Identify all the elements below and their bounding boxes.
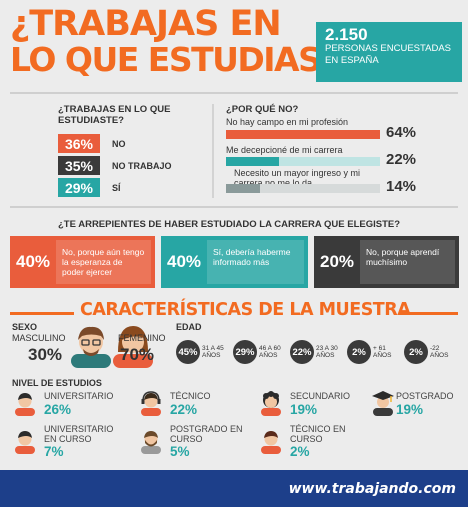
vertical-divider xyxy=(212,104,214,198)
q-divider xyxy=(10,206,458,208)
female-avatar-icon xyxy=(110,322,156,368)
age-group-1: 45% 31 A 45 AÑOS xyxy=(176,340,226,364)
female-label: FEMENINO xyxy=(118,333,166,343)
q3-box-3: 20% No, porque aprendí muchísimo xyxy=(314,236,459,288)
age-heading: EDAD xyxy=(176,322,202,332)
footer-url-link[interactable]: www.trabajando.com xyxy=(288,481,456,497)
student-in-progress-icon xyxy=(12,428,38,459)
age-pct-3: 22% xyxy=(290,340,314,364)
age-label-1: 31 A 45 AÑOS xyxy=(202,345,224,359)
q1-row-si: 29% SÍ xyxy=(58,178,208,197)
male-label: MASCULINO xyxy=(12,333,66,343)
q1-pct-no-trabajo: 35% xyxy=(58,156,100,175)
q1-title: ¿TRABAJAS EN LO QUE ESTUDIASTE? xyxy=(58,104,171,126)
respondents-count: 2.150 xyxy=(325,25,368,44)
sample-title: CARACTERÍSTICAS DE LA MUESTRA xyxy=(80,300,411,320)
age-pct-2: 29% xyxy=(233,340,257,364)
q3-text-2: Sí, debería haberme informado más xyxy=(207,240,304,284)
age-label-2: 46 A 60 AÑOS xyxy=(259,345,281,359)
q3-text-1: No, porque aún tengo la esperanza de pod… xyxy=(56,240,151,284)
edu-name-3: SECUNDARIO xyxy=(290,391,351,401)
edu-pct-6: 5% xyxy=(170,444,190,459)
q2-bar-3 xyxy=(226,184,380,193)
edu-name-7: TÉCNICO EN CURSO xyxy=(290,424,346,444)
edu-pct-5: 7% xyxy=(44,444,64,459)
edu-name-2: TÉCNICO xyxy=(170,391,211,401)
age-label-5: -22 AÑOS xyxy=(430,345,449,359)
title-line-2: LO QUE ESTUDIASTE? xyxy=(10,40,382,79)
section-line-left xyxy=(10,312,74,315)
respondents-box: 2.150 PERSONAS ENCUESTADAS EN ESPAÑA xyxy=(316,22,462,82)
q3-box-1: 40% No, porque aún tengo la esperanza de… xyxy=(10,236,155,288)
section-line-right xyxy=(400,312,458,315)
header-divider xyxy=(10,92,458,94)
graduate-cap-icon xyxy=(370,390,396,421)
bearded-student-icon xyxy=(138,428,164,459)
edu-pct-1: 26% xyxy=(44,402,72,417)
headset-technician-icon xyxy=(138,390,164,421)
q3-box-2: 40% Sí, debería haberme informado más xyxy=(161,236,308,288)
age-group-5: 2% -22 AÑOS xyxy=(404,340,454,364)
q2-pct-2: 22% xyxy=(386,151,417,168)
edu-pct-2: 22% xyxy=(170,402,198,417)
footer-bar xyxy=(0,470,468,507)
q1-pct-no: 36% xyxy=(58,134,100,153)
edu-name-6: POSTGRADO EN CURSO xyxy=(170,424,243,444)
q2-label-3: Necesito un mayor ingreso y mi carrera n… xyxy=(234,168,361,188)
age-group-3: 22% 23 A 30 AÑOS xyxy=(290,340,340,364)
q3-title: ¿TE ARREPIENTES DE HABER ESTUDIADO LA CA… xyxy=(58,219,401,230)
q1-row-no: 36% NO xyxy=(58,134,208,153)
technician-in-progress-icon xyxy=(258,428,284,459)
q2-pct-1: 64% xyxy=(386,124,417,141)
q3-pct-1: 40% xyxy=(15,252,51,271)
q2-bar-3-fill xyxy=(226,184,260,193)
edu-pct-3: 19% xyxy=(290,402,318,417)
q2-bar-1-fill xyxy=(226,130,380,139)
edu-pct-4: 19% xyxy=(396,402,424,417)
q2-label-2: Me decepcioné de mi carrera xyxy=(226,145,343,155)
q2-bar-2 xyxy=(226,157,380,166)
sex-heading: SEXO xyxy=(12,322,38,332)
q2-bar-1 xyxy=(226,130,380,139)
q1-row-no-trabajo: 35% NO TRABAJO xyxy=(58,156,208,175)
education-heading: NIVEL DE ESTUDIOS xyxy=(12,378,102,388)
female-pct: 70% xyxy=(120,345,155,364)
edu-pct-7: 2% xyxy=(290,444,310,459)
age-group-4: 2% + 61 AÑOS xyxy=(347,340,397,364)
q2-bar-2-fill xyxy=(226,157,279,166)
q3-text-3: No, porque aprendí muchísimo xyxy=(360,240,455,284)
q2-title: ¿POR QUÉ NO? xyxy=(226,104,299,115)
edu-name-4: POSTGRADO xyxy=(396,391,454,401)
age-pct-5: 2% xyxy=(404,340,428,364)
q2-pct-3: 14% xyxy=(386,178,417,195)
male-pct: 30% xyxy=(28,345,63,364)
age-label-4: + 61 AÑOS xyxy=(373,345,392,359)
q3-pct-2: 40% xyxy=(166,252,202,271)
age-pct-1: 45% xyxy=(176,340,200,364)
q1-pct-si: 29% xyxy=(58,178,100,197)
title-line-1: ¿TRABAJAS EN xyxy=(10,4,282,44)
age-pct-4: 2% xyxy=(347,340,371,364)
male-avatar-icon xyxy=(68,322,114,368)
curly-hair-student-icon xyxy=(258,390,284,421)
respondents-text: PERSONAS ENCUESTADAS EN ESPAÑA xyxy=(325,43,451,66)
student-icon xyxy=(12,390,38,421)
q3-pct-3: 20% xyxy=(319,252,355,271)
age-label-3: 23 A 30 AÑOS xyxy=(316,345,338,359)
main-title: ¿TRABAJAS EN LO QUE ESTUDIASTE? xyxy=(10,4,382,79)
edu-name-5: UNIVERSITARIO EN CURSO xyxy=(44,424,114,444)
q1-label-no: NO xyxy=(112,138,126,149)
q1-label-no-trabajo: NO TRABAJO xyxy=(112,160,172,171)
q1-label-si: SÍ xyxy=(112,182,121,193)
q2-label-1: No hay campo en mi profesión xyxy=(226,117,349,127)
edu-name-1: UNIVERSITARIO xyxy=(44,391,114,401)
age-group-2: 29% 46 A 60 AÑOS xyxy=(233,340,283,364)
